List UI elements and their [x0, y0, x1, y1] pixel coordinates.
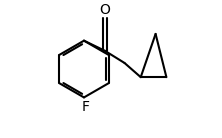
- Text: O: O: [99, 3, 110, 17]
- Text: F: F: [81, 100, 89, 114]
